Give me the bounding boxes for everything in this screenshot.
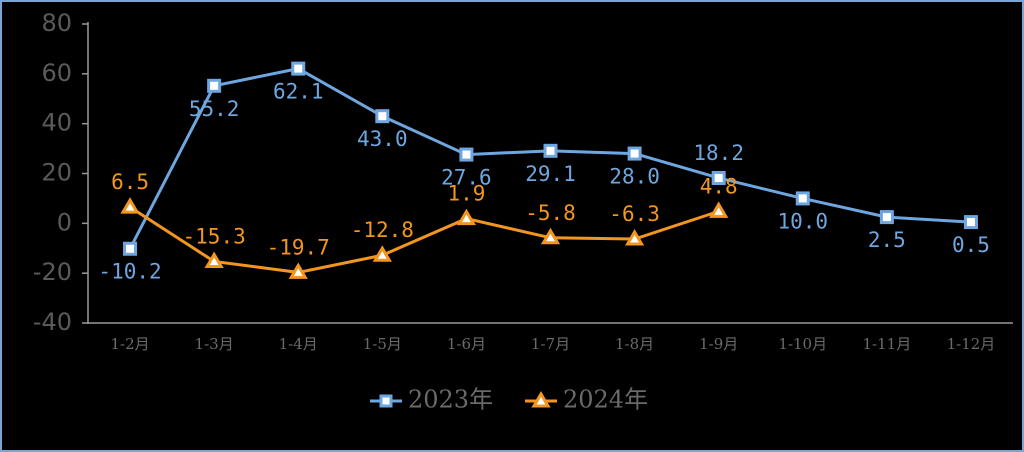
value-label: -15.3 [183, 224, 246, 248]
x-tick-label: 1-12月 [947, 335, 996, 353]
value-label: 0.5 [952, 233, 990, 257]
value-label: 2.5 [868, 228, 906, 252]
y-tick-label: 20 [41, 159, 72, 187]
value-label: -12.8 [351, 218, 414, 242]
legend-label: 2024年 [563, 386, 648, 414]
marker [963, 215, 978, 230]
x-tick-label: 1-6月 [447, 335, 486, 353]
y-tick-label: 80 [41, 9, 72, 37]
marker [123, 241, 138, 256]
value-label: 55.2 [189, 97, 240, 121]
value-label: 29.1 [525, 162, 576, 186]
marker [291, 61, 306, 76]
marker [627, 146, 642, 161]
y-tick-label: 0 [57, 208, 72, 236]
marker [879, 210, 894, 225]
marker [795, 191, 810, 206]
value-label: -10.2 [98, 260, 161, 284]
marker [120, 197, 140, 214]
marker [207, 78, 222, 93]
series-line [129, 205, 720, 274]
value-label: -19.7 [267, 235, 330, 259]
legend-marker [531, 391, 551, 408]
marker [288, 262, 308, 279]
value-label: 4.8 [700, 174, 738, 198]
value-label: 1.9 [447, 182, 485, 206]
value-label: 28.0 [609, 165, 660, 189]
marker [372, 245, 392, 262]
legend-label: 2023年 [408, 386, 493, 414]
value-label: 27.6 [441, 166, 492, 190]
marker [375, 109, 390, 124]
x-tick-label: 1-2月 [110, 335, 149, 353]
y-tick-label: -40 [33, 308, 72, 336]
value-label: 43.0 [357, 127, 408, 151]
x-tick-label: 1-11月 [863, 335, 912, 353]
value-label: 62.1 [273, 80, 324, 104]
marker [459, 147, 474, 162]
x-tick-label: 1-4月 [279, 335, 318, 353]
marker [709, 201, 729, 218]
value-label: -6.3 [609, 202, 660, 226]
marker [204, 251, 224, 268]
x-tick-label: 1-10月 [778, 335, 827, 353]
value-label: 10.0 [777, 209, 828, 233]
y-tick-label: -20 [33, 258, 72, 286]
x-tick-label: 1-3月 [195, 335, 234, 353]
x-tick-label: 1-9月 [699, 335, 738, 353]
x-tick-label: 1-5月 [363, 335, 402, 353]
y-tick-label: 40 [41, 109, 72, 137]
legend-marker [379, 394, 393, 408]
marker [624, 229, 645, 246]
marker [711, 170, 726, 185]
marker [543, 143, 558, 158]
value-label: 18.2 [693, 141, 744, 165]
x-tick-label: 1-7月 [531, 335, 570, 353]
x-tick-label: 1-8月 [615, 335, 654, 353]
value-label: -5.8 [525, 201, 576, 225]
value-label: 6.5 [111, 170, 149, 194]
marker [456, 208, 477, 226]
marker [540, 227, 561, 245]
y-tick-label: 60 [41, 59, 72, 87]
